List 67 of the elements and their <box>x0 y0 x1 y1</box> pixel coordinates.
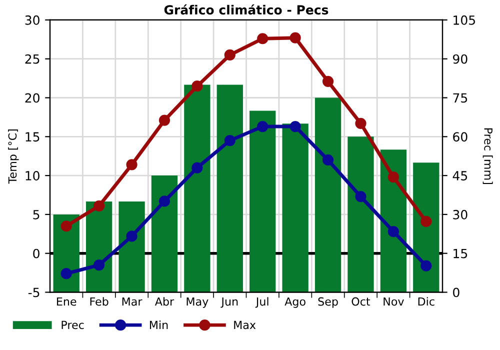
bar <box>250 110 276 292</box>
y-tick-label: 15 <box>26 132 40 142</box>
point <box>322 76 334 87</box>
bar <box>118 201 145 292</box>
y-tick-label: 20 <box>25 93 40 103</box>
point <box>94 200 105 212</box>
bar <box>413 162 440 292</box>
x-tick-label: Oct <box>352 297 370 306</box>
point <box>388 172 399 183</box>
point <box>388 226 399 238</box>
y2-tick-label: 0 <box>453 288 460 298</box>
x-tick-label: May <box>186 297 208 308</box>
point <box>94 259 105 271</box>
point <box>158 114 170 126</box>
x-tick-label: Ago <box>284 297 306 308</box>
y-tick-label: -5 <box>28 288 40 298</box>
y2-tick-label: 60 <box>453 132 468 142</box>
bar <box>314 98 342 292</box>
point <box>290 120 301 132</box>
point <box>60 220 72 232</box>
point <box>420 260 432 272</box>
x-tick-label: Feb <box>90 297 108 306</box>
point <box>126 159 138 170</box>
point <box>158 196 170 207</box>
y-tick-label: 10 <box>26 171 40 180</box>
point <box>420 216 432 228</box>
y-tick-label: 0 <box>33 248 40 258</box>
point <box>290 32 301 44</box>
point <box>257 33 268 44</box>
y2-tick-label: 15 <box>454 248 468 258</box>
legend-label: Min <box>150 320 168 329</box>
bar <box>184 84 210 292</box>
point <box>192 80 203 92</box>
y-axis-title: Temp [°C] <box>8 129 19 184</box>
legend-label: Prec <box>62 320 84 330</box>
chart-title: Gráfico climático - Pecs <box>164 4 328 15</box>
bar <box>348 136 374 292</box>
point <box>126 230 138 242</box>
x-tick-label: Nov <box>384 297 404 306</box>
point <box>192 162 203 174</box>
bar <box>216 84 243 292</box>
bar <box>282 124 308 292</box>
point <box>224 134 236 146</box>
x-tick-label: Sep <box>318 297 338 308</box>
point <box>355 191 366 202</box>
y2-axis-title: Prec [mm] <box>482 128 493 184</box>
y-tick-label: 5 <box>33 210 40 220</box>
x-tick-label: Jul <box>255 297 268 308</box>
bar <box>151 176 178 292</box>
y2-tick-label: 105 <box>454 15 475 25</box>
y2-tick-label: 75 <box>453 93 468 103</box>
x-tick-label: Ene <box>56 297 76 306</box>
point <box>224 49 236 61</box>
point <box>355 118 366 129</box>
point <box>257 120 268 132</box>
y2-tick-label: 30 <box>453 210 468 220</box>
y2-tick-label: 90 <box>453 54 468 64</box>
x-tick-label: Dic <box>418 297 434 306</box>
point <box>60 268 72 280</box>
y2-tick-label: 45 <box>452 171 468 180</box>
x-tick-label: Abr <box>154 297 174 306</box>
y-tick-label: 30 <box>25 15 40 25</box>
legend-label: Max <box>234 320 256 330</box>
point <box>322 154 334 166</box>
x-tick-label: Mar <box>122 297 142 306</box>
x-tick-label: Jun <box>220 297 238 308</box>
y-tick-label: 25 <box>25 54 40 64</box>
